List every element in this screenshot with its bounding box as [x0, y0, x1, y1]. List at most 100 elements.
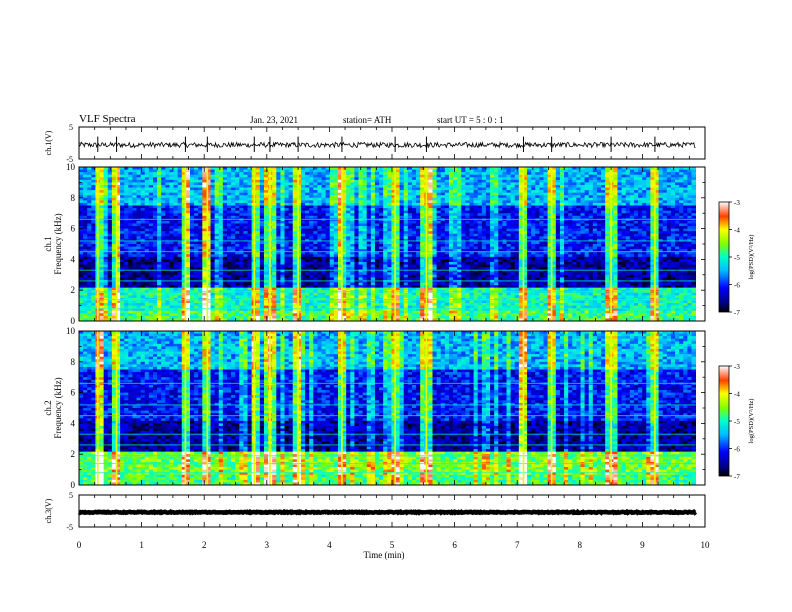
spectrogram-cell: [284, 205, 290, 209]
spectrogram-cell: [411, 182, 417, 186]
spectrogram-cell: [276, 220, 281, 224]
spectrogram-cell: [144, 208, 150, 212]
spectrogram-cell: [235, 264, 240, 268]
spectrogram-cell: [321, 295, 327, 299]
spectrogram-cell: [198, 251, 203, 255]
spectrogram-cell: [103, 310, 109, 314]
spectrogram-cell: [107, 169, 113, 173]
spectrogram-cell: [132, 177, 137, 181]
spectrogram-cell: [309, 223, 314, 227]
spectrogram-cell: [157, 184, 162, 188]
spectrogram-cell: [198, 303, 203, 306]
spectrogram-cell: [169, 184, 174, 188]
spectrogram-cell: [337, 267, 343, 271]
spectrogram-cell: [173, 200, 179, 204]
spectrogram-cell: [296, 285, 302, 289]
spectrogram-cell: [362, 256, 368, 260]
spectrogram-cell: [165, 308, 170, 312]
spectrogram-cell: [132, 267, 137, 271]
spectrogram-cell: [185, 292, 191, 296]
spectrogram-cell: [169, 259, 174, 263]
spectrogram-cell: [383, 190, 388, 194]
spectrogram-cell: [107, 251, 113, 255]
spectrogram-cell: [218, 177, 224, 181]
spectrogram-cell: [300, 279, 306, 283]
spectrogram-cell: [157, 295, 162, 299]
spectrogram-cell: [395, 184, 401, 188]
spectrogram-cell: [313, 259, 318, 263]
spectrogram-cell: [152, 236, 158, 240]
spectrogram-cell: [358, 315, 364, 319]
spectrogram-cell: [116, 233, 121, 237]
spectrogram-cell: [152, 192, 158, 196]
spectrogram-cell: [362, 220, 368, 224]
spectrogram-cell: [173, 192, 179, 196]
spectrogram-cell: [272, 256, 277, 260]
spectrogram-cell: [374, 202, 380, 206]
spectrogram-cell: [210, 310, 216, 314]
spectrogram-cell: [362, 231, 368, 235]
spectrogram-cell: [91, 272, 96, 276]
spectrogram-cell: [395, 172, 401, 176]
spectrogram-cell: [247, 197, 253, 201]
spectrogram-cell: [370, 261, 376, 265]
spectrogram-cell: [144, 241, 150, 245]
spectrogram-cell: [309, 231, 314, 235]
spectrogram-cell: [399, 208, 405, 212]
spectrogram-cell: [235, 169, 240, 173]
spectrogram-cell: [329, 300, 335, 304]
spectrogram-cell: [411, 167, 417, 170]
spectrogram-cell: [111, 261, 117, 265]
spectrogram-cell: [296, 300, 302, 304]
spectrogram-cell: [255, 313, 261, 317]
spectrogram-cell: [358, 192, 364, 196]
spectrogram-cell: [99, 318, 105, 322]
spectrogram-cell: [165, 303, 170, 306]
spectrogram-cell: [140, 251, 146, 255]
spectrogram-cell: [296, 233, 302, 237]
spectrogram-cell: [210, 249, 216, 253]
spectrogram-cell: [362, 192, 368, 196]
spectrogram-cell: [222, 272, 228, 276]
spectrogram-cell: [83, 269, 88, 273]
spectrogram-cell: [272, 254, 277, 258]
spectrogram-cell: [218, 215, 224, 219]
spectrogram-cell: [358, 179, 364, 183]
spectrogram-cell: [350, 303, 355, 306]
spectrogram-cell: [325, 246, 331, 250]
spectrogram-cell: [366, 220, 372, 224]
spectrogram-cell: [321, 279, 327, 283]
spectrogram-cell: [157, 282, 162, 286]
spectrogram-cell: [226, 233, 232, 237]
spectrogram-cell: [259, 179, 265, 183]
spectrogram-cell: [226, 238, 232, 242]
spectrogram-cell: [391, 192, 396, 196]
spectrogram-cell: [157, 208, 162, 212]
spectrogram-cell: [292, 190, 298, 194]
spectrogram-cell: [87, 231, 92, 235]
spectrogram-cell: [185, 251, 191, 255]
spectrogram-cell: [83, 197, 88, 201]
spectrogram-cell: [239, 218, 244, 222]
spectrogram-cell: [259, 233, 265, 237]
spectrogram-cell: [181, 261, 187, 265]
spectrogram-cell: [128, 267, 133, 271]
spectrogram-cell: [83, 246, 88, 250]
spectrogram-cell: [206, 259, 211, 263]
spectrogram-cell: [272, 264, 277, 268]
spectrogram-cell: [99, 300, 105, 304]
spectrogram-cell: [259, 261, 265, 265]
spectrogram-cell: [379, 233, 384, 237]
spectrogram-cell: [206, 246, 211, 250]
spectrogram-cell: [370, 254, 376, 258]
spectrogram-cell: [374, 287, 380, 291]
spectrogram-cell: [325, 179, 331, 183]
spectrogram-cell: [128, 172, 133, 176]
spectrogram-cell: [362, 172, 368, 176]
spectrogram-cell: [383, 228, 388, 232]
spectrogram-cell: [305, 277, 310, 281]
spectrogram-cell: [128, 195, 133, 199]
spectrogram-cell: [337, 226, 343, 229]
spectrogram-cell: [321, 313, 327, 317]
spectrogram-cell: [284, 272, 290, 276]
